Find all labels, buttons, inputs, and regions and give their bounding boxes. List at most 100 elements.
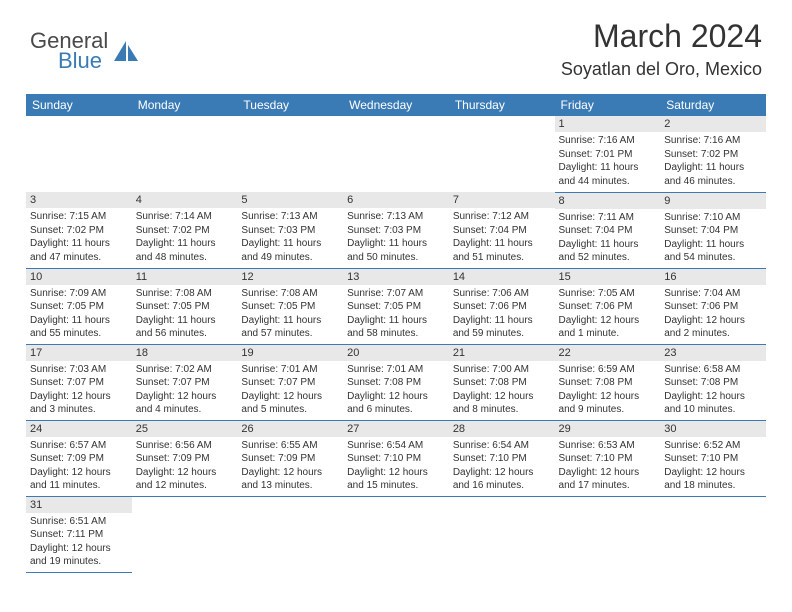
day-cell: 26Sunrise: 6:55 AMSunset: 7:09 PMDayligh… xyxy=(237,420,343,496)
day-cell: 6Sunrise: 7:13 AMSunset: 7:03 PMDaylight… xyxy=(343,192,449,268)
weekday-thursday: Thursday xyxy=(449,94,555,116)
empty-cell xyxy=(132,496,238,572)
day-number: 21 xyxy=(449,345,555,361)
day-number: 28 xyxy=(449,421,555,437)
empty-cell xyxy=(132,116,238,192)
empty-cell xyxy=(555,496,661,572)
empty-cell xyxy=(26,116,132,192)
day-content: Sunrise: 6:51 AMSunset: 7:11 PMDaylight:… xyxy=(26,513,132,571)
empty-cell xyxy=(449,116,555,192)
day-cell: 21Sunrise: 7:00 AMSunset: 7:08 PMDayligh… xyxy=(449,344,555,420)
day-content: Sunrise: 7:16 AMSunset: 7:02 PMDaylight:… xyxy=(660,132,766,190)
day-number: 30 xyxy=(660,421,766,437)
day-content: Sunrise: 6:58 AMSunset: 7:08 PMDaylight:… xyxy=(660,361,766,419)
day-cell: 3Sunrise: 7:15 AMSunset: 7:02 PMDaylight… xyxy=(26,192,132,268)
weekday-sunday: Sunday xyxy=(26,94,132,116)
day-content: Sunrise: 6:57 AMSunset: 7:09 PMDaylight:… xyxy=(26,437,132,495)
day-number: 24 xyxy=(26,421,132,437)
day-content: Sunrise: 6:59 AMSunset: 7:08 PMDaylight:… xyxy=(555,361,661,419)
day-number: 9 xyxy=(660,193,766,209)
day-number: 29 xyxy=(555,421,661,437)
calendar-row: 17Sunrise: 7:03 AMSunset: 7:07 PMDayligh… xyxy=(26,344,766,420)
day-number: 2 xyxy=(660,116,766,132)
calendar-row: 10Sunrise: 7:09 AMSunset: 7:05 PMDayligh… xyxy=(26,268,766,344)
empty-cell xyxy=(343,116,449,192)
day-cell: 29Sunrise: 6:53 AMSunset: 7:10 PMDayligh… xyxy=(555,420,661,496)
day-number: 17 xyxy=(26,345,132,361)
day-content: Sunrise: 7:05 AMSunset: 7:06 PMDaylight:… xyxy=(555,285,661,343)
calendar-row: 24Sunrise: 6:57 AMSunset: 7:09 PMDayligh… xyxy=(26,420,766,496)
calendar-body: 1Sunrise: 7:16 AMSunset: 7:01 PMDaylight… xyxy=(26,116,766,572)
day-number: 1 xyxy=(555,116,661,132)
day-cell: 12Sunrise: 7:08 AMSunset: 7:05 PMDayligh… xyxy=(237,268,343,344)
day-number: 11 xyxy=(132,269,238,285)
calendar-row: 31Sunrise: 6:51 AMSunset: 7:11 PMDayligh… xyxy=(26,496,766,572)
logo-text: General Blue xyxy=(30,30,108,72)
weekday-header-row: Sunday Monday Tuesday Wednesday Thursday… xyxy=(26,94,766,116)
day-content: Sunrise: 7:06 AMSunset: 7:06 PMDaylight:… xyxy=(449,285,555,343)
day-cell: 10Sunrise: 7:09 AMSunset: 7:05 PMDayligh… xyxy=(26,268,132,344)
day-content: Sunrise: 7:13 AMSunset: 7:03 PMDaylight:… xyxy=(237,208,343,266)
day-content: Sunrise: 7:10 AMSunset: 7:04 PMDaylight:… xyxy=(660,209,766,267)
calendar-row: 1Sunrise: 7:16 AMSunset: 7:01 PMDaylight… xyxy=(26,116,766,192)
day-cell: 2Sunrise: 7:16 AMSunset: 7:02 PMDaylight… xyxy=(660,116,766,192)
day-number: 10 xyxy=(26,269,132,285)
day-content: Sunrise: 7:07 AMSunset: 7:05 PMDaylight:… xyxy=(343,285,449,343)
day-cell: 17Sunrise: 7:03 AMSunset: 7:07 PMDayligh… xyxy=(26,344,132,420)
day-number: 23 xyxy=(660,345,766,361)
day-number: 8 xyxy=(555,193,661,209)
day-cell: 15Sunrise: 7:05 AMSunset: 7:06 PMDayligh… xyxy=(555,268,661,344)
day-cell: 28Sunrise: 6:54 AMSunset: 7:10 PMDayligh… xyxy=(449,420,555,496)
day-content: Sunrise: 7:12 AMSunset: 7:04 PMDaylight:… xyxy=(449,208,555,266)
empty-cell xyxy=(237,496,343,572)
day-cell: 7Sunrise: 7:12 AMSunset: 7:04 PMDaylight… xyxy=(449,192,555,268)
day-cell: 22Sunrise: 6:59 AMSunset: 7:08 PMDayligh… xyxy=(555,344,661,420)
weekday-tuesday: Tuesday xyxy=(237,94,343,116)
day-number: 31 xyxy=(26,497,132,513)
day-number: 18 xyxy=(132,345,238,361)
day-number: 27 xyxy=(343,421,449,437)
day-cell: 27Sunrise: 6:54 AMSunset: 7:10 PMDayligh… xyxy=(343,420,449,496)
day-cell: 14Sunrise: 7:06 AMSunset: 7:06 PMDayligh… xyxy=(449,268,555,344)
day-content: Sunrise: 6:54 AMSunset: 7:10 PMDaylight:… xyxy=(449,437,555,495)
day-content: Sunrise: 7:08 AMSunset: 7:05 PMDaylight:… xyxy=(132,285,238,343)
day-cell: 30Sunrise: 6:52 AMSunset: 7:10 PMDayligh… xyxy=(660,420,766,496)
day-number: 22 xyxy=(555,345,661,361)
day-content: Sunrise: 7:08 AMSunset: 7:05 PMDaylight:… xyxy=(237,285,343,343)
day-cell: 23Sunrise: 6:58 AMSunset: 7:08 PMDayligh… xyxy=(660,344,766,420)
day-content: Sunrise: 7:03 AMSunset: 7:07 PMDaylight:… xyxy=(26,361,132,419)
weekday-saturday: Saturday xyxy=(660,94,766,116)
day-content: Sunrise: 7:13 AMSunset: 7:03 PMDaylight:… xyxy=(343,208,449,266)
day-cell: 20Sunrise: 7:01 AMSunset: 7:08 PMDayligh… xyxy=(343,344,449,420)
day-cell: 1Sunrise: 7:16 AMSunset: 7:01 PMDaylight… xyxy=(555,116,661,192)
day-cell: 8Sunrise: 7:11 AMSunset: 7:04 PMDaylight… xyxy=(555,192,661,268)
day-cell: 31Sunrise: 6:51 AMSunset: 7:11 PMDayligh… xyxy=(26,496,132,572)
day-number: 3 xyxy=(26,192,132,208)
day-number: 26 xyxy=(237,421,343,437)
day-number: 19 xyxy=(237,345,343,361)
calendar-table: Sunday Monday Tuesday Wednesday Thursday… xyxy=(26,94,766,573)
day-content: Sunrise: 7:01 AMSunset: 7:08 PMDaylight:… xyxy=(343,361,449,419)
empty-cell xyxy=(660,496,766,572)
day-cell: 16Sunrise: 7:04 AMSunset: 7:06 PMDayligh… xyxy=(660,268,766,344)
day-content: Sunrise: 7:02 AMSunset: 7:07 PMDaylight:… xyxy=(132,361,238,419)
empty-cell xyxy=(449,496,555,572)
location: Soyatlan del Oro, Mexico xyxy=(561,59,762,80)
day-number: 5 xyxy=(237,192,343,208)
weekday-wednesday: Wednesday xyxy=(343,94,449,116)
day-number: 7 xyxy=(449,192,555,208)
day-number: 13 xyxy=(343,269,449,285)
day-number: 12 xyxy=(237,269,343,285)
day-cell: 5Sunrise: 7:13 AMSunset: 7:03 PMDaylight… xyxy=(237,192,343,268)
day-content: Sunrise: 7:09 AMSunset: 7:05 PMDaylight:… xyxy=(26,285,132,343)
day-number: 16 xyxy=(660,269,766,285)
day-content: Sunrise: 6:55 AMSunset: 7:09 PMDaylight:… xyxy=(237,437,343,495)
calendar-row: 3Sunrise: 7:15 AMSunset: 7:02 PMDaylight… xyxy=(26,192,766,268)
day-content: Sunrise: 6:53 AMSunset: 7:10 PMDaylight:… xyxy=(555,437,661,495)
empty-cell xyxy=(237,116,343,192)
day-number: 20 xyxy=(343,345,449,361)
day-number: 4 xyxy=(132,192,238,208)
day-number: 25 xyxy=(132,421,238,437)
month-title: March 2024 xyxy=(561,18,762,55)
day-cell: 13Sunrise: 7:07 AMSunset: 7:05 PMDayligh… xyxy=(343,268,449,344)
